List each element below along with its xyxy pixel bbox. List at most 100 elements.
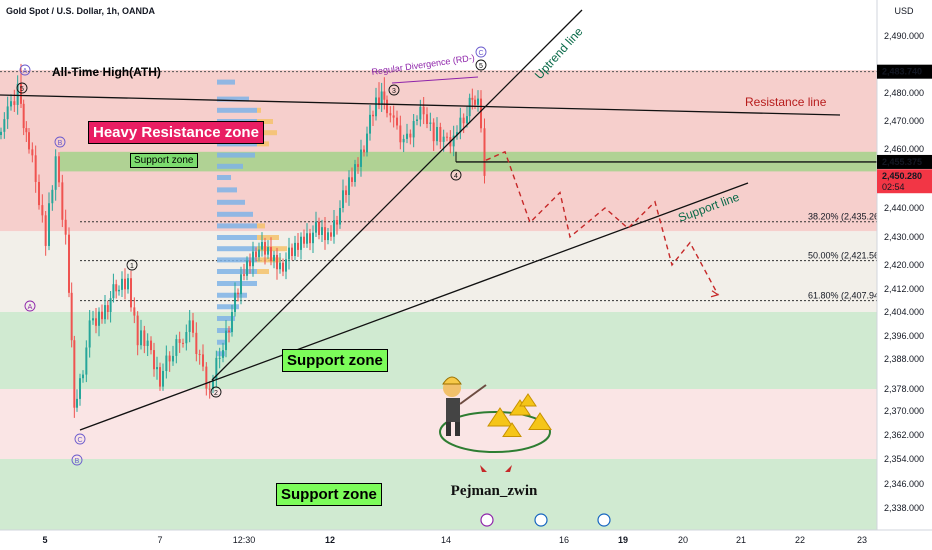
candle-body — [150, 340, 152, 351]
candle-body — [436, 126, 438, 142]
gold-nugget-3 — [502, 422, 522, 437]
price-tick-2: 2,470.000 — [884, 116, 924, 126]
candle-body — [375, 97, 377, 117]
candle-body — [321, 227, 323, 235]
candle-body — [389, 113, 392, 116]
support-zone-label-3: Support zone — [276, 483, 382, 506]
candle-body — [68, 234, 70, 293]
volume-bar-15 — [217, 257, 257, 263]
candle-body — [468, 97, 471, 117]
candle-body — [92, 318, 94, 321]
candle-body — [153, 350, 155, 370]
volume-bar-11 — [217, 211, 253, 217]
candle-body — [474, 99, 476, 105]
candle-body — [88, 320, 91, 348]
wave-marker-7 — [54, 136, 66, 148]
volume-bar-ext-12 — [257, 223, 265, 229]
volume-bar-12 — [217, 223, 257, 229]
candle-body — [109, 298, 112, 312]
candle-body — [124, 278, 126, 290]
candle-body — [13, 101, 16, 105]
candle-body — [54, 156, 57, 190]
candle-body — [228, 330, 230, 333]
volume-bar-19 — [217, 304, 239, 310]
volume-bar-9 — [217, 187, 237, 193]
wave-marker-1 — [388, 84, 400, 96]
wave-label-0: 5 — [20, 86, 24, 93]
candle-body — [267, 247, 269, 255]
candle-body — [140, 330, 142, 346]
candle-body — [348, 177, 350, 195]
mascot-pickaxe — [459, 384, 487, 405]
volume-bar-ext-16 — [257, 269, 269, 274]
candle-body — [378, 97, 380, 105]
candle-body — [466, 116, 468, 124]
volume-bar-ext-4 — [257, 130, 277, 136]
candle-body — [136, 315, 139, 346]
candle-body — [143, 330, 146, 346]
mascot-ring — [439, 411, 551, 453]
event-icon-1 — [534, 513, 548, 527]
price-tick-0: 2,490.000 — [884, 31, 924, 41]
wave-label-4: 1 — [130, 263, 134, 270]
wave-marker-3 — [450, 169, 462, 181]
last-price-tag: 2,450.280 — [882, 171, 922, 181]
candle-body — [255, 251, 257, 258]
candle-body — [270, 247, 272, 262]
time-tick-6: 19 — [618, 535, 628, 545]
candle-body — [98, 311, 100, 326]
wave-marker-9 — [24, 300, 36, 312]
resistance-line-label: Resistance line — [745, 95, 827, 109]
support-trend-line — [79, 182, 749, 431]
volume-bar-0 — [217, 79, 235, 85]
candle-body — [118, 289, 120, 292]
volume-bar-7 — [217, 163, 243, 169]
volume-bar-ext-15 — [257, 257, 281, 263]
mascot-arrow-right — [505, 465, 512, 472]
candle-body — [264, 242, 266, 255]
candle-body — [327, 232, 329, 241]
volume-bar-21 — [217, 328, 231, 333]
candle-body — [306, 233, 308, 244]
candle-body — [146, 340, 149, 346]
candle-body — [249, 260, 251, 267]
volume-bar-ext-3 — [257, 119, 273, 124]
support-zone-label-2: Support zone — [282, 349, 388, 372]
candle-body — [61, 182, 64, 220]
resistance-line — [0, 94, 841, 116]
candle-body — [34, 155, 37, 182]
candle-body — [412, 121, 415, 138]
gold-nugget-2 — [528, 412, 552, 430]
candle-body — [345, 190, 347, 195]
candle-body — [3, 119, 6, 132]
candle-body — [366, 133, 368, 153]
candle-body — [198, 354, 201, 356]
price-tick-7: 2,420.000 — [884, 260, 924, 270]
candle-body — [339, 208, 341, 225]
candle-body — [380, 91, 383, 105]
candle-body — [452, 135, 455, 147]
candle-body — [215, 357, 218, 380]
candle-body — [439, 126, 442, 142]
candle-body — [294, 242, 296, 257]
candle-body — [48, 203, 50, 246]
candle-body — [446, 136, 448, 138]
candle-body — [44, 215, 47, 246]
volume-bar-23 — [217, 351, 225, 357]
mascot-helmet — [442, 376, 462, 385]
projected-path — [485, 150, 719, 296]
ath-price-tag-bg — [877, 64, 932, 79]
candle-body — [133, 307, 136, 316]
mascot-body — [446, 398, 460, 422]
candle-body — [237, 292, 239, 295]
candle-body — [273, 254, 275, 262]
candle-body — [342, 190, 344, 208]
candle-body — [162, 371, 164, 387]
price-tick-14: 2,362.000 — [884, 430, 924, 440]
support-zone-middle — [0, 312, 877, 389]
wave-label-3: 4 — [454, 173, 458, 180]
candle-body — [218, 357, 221, 359]
volume-bar-18 — [217, 292, 247, 298]
symbol-title: Gold Spot / U.S. Dollar, 1h, OANDA — [6, 6, 156, 16]
